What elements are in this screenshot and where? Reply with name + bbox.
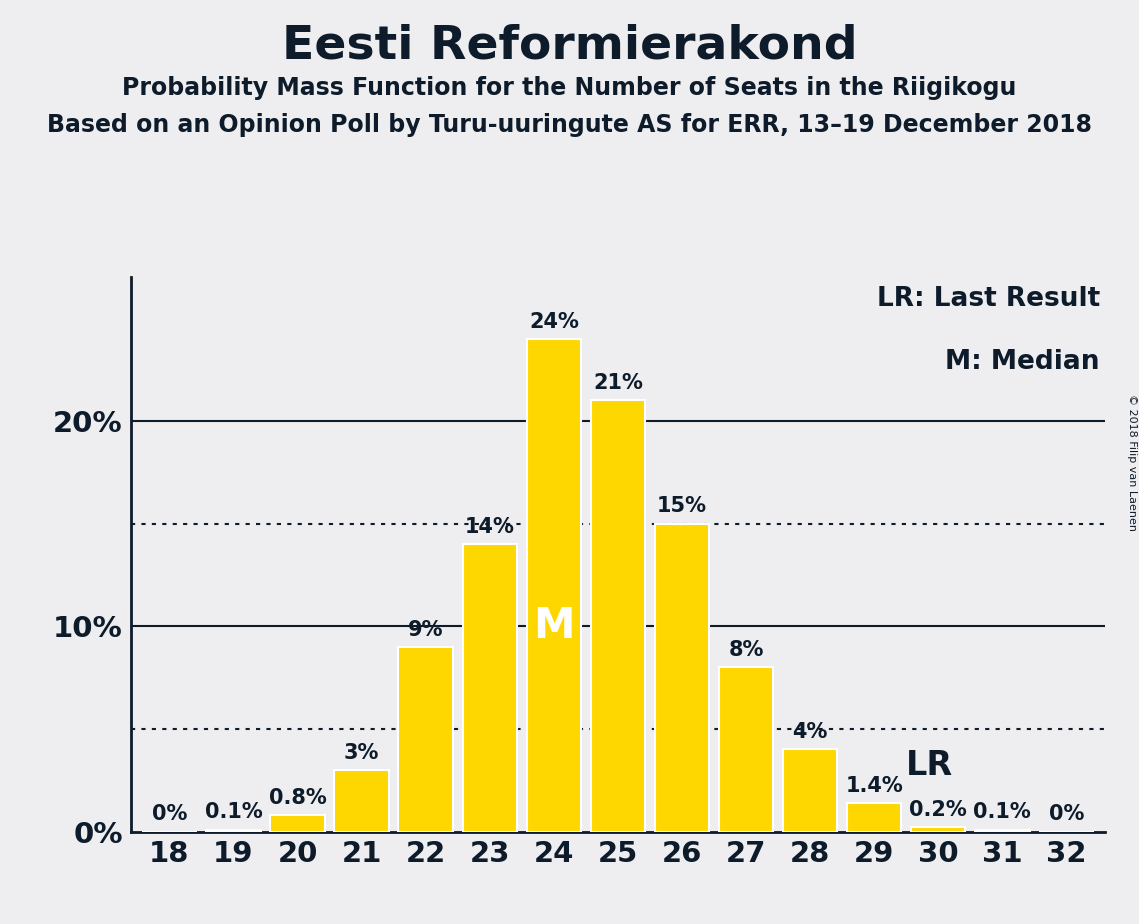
Text: 21%: 21% (593, 373, 642, 394)
Bar (335, 770, 388, 832)
Bar (270, 815, 325, 832)
Text: 3%: 3% (344, 743, 379, 763)
Text: 15%: 15% (657, 496, 707, 517)
Text: 0.8%: 0.8% (269, 788, 327, 808)
Bar (719, 667, 773, 832)
Text: 0.1%: 0.1% (974, 802, 1031, 822)
Text: Based on an Opinion Poll by Turu-uuringute AS for ERR, 13–19 December 2018: Based on an Opinion Poll by Turu-uuringu… (47, 113, 1092, 137)
Text: M: Median: M: Median (945, 349, 1100, 375)
Bar (911, 828, 966, 832)
Text: 0%: 0% (151, 805, 187, 824)
Bar (462, 544, 517, 832)
Bar (782, 749, 837, 832)
Text: LR: Last Result: LR: Last Result (877, 286, 1100, 311)
Text: 1.4%: 1.4% (845, 775, 903, 796)
Text: © 2018 Filip van Laenen: © 2018 Filip van Laenen (1126, 394, 1137, 530)
Bar (655, 524, 710, 832)
Bar (206, 830, 261, 832)
Text: 0%: 0% (1049, 805, 1084, 824)
Text: M: M (533, 605, 574, 648)
Text: 0.2%: 0.2% (909, 800, 967, 821)
Text: 4%: 4% (793, 723, 828, 742)
Text: 0.1%: 0.1% (205, 802, 262, 822)
Text: 9%: 9% (408, 620, 443, 639)
Text: 8%: 8% (728, 640, 764, 660)
Bar (975, 830, 1030, 832)
Text: Eesti Reformierakond: Eesti Reformierakond (281, 23, 858, 68)
Text: 24%: 24% (528, 311, 579, 332)
Bar (399, 647, 453, 832)
Bar (526, 339, 581, 832)
Text: LR: LR (907, 749, 953, 783)
Text: Probability Mass Function for the Number of Seats in the Riigikogu: Probability Mass Function for the Number… (122, 76, 1017, 100)
Bar (591, 400, 645, 832)
Bar (847, 803, 901, 832)
Text: 14%: 14% (465, 517, 515, 537)
